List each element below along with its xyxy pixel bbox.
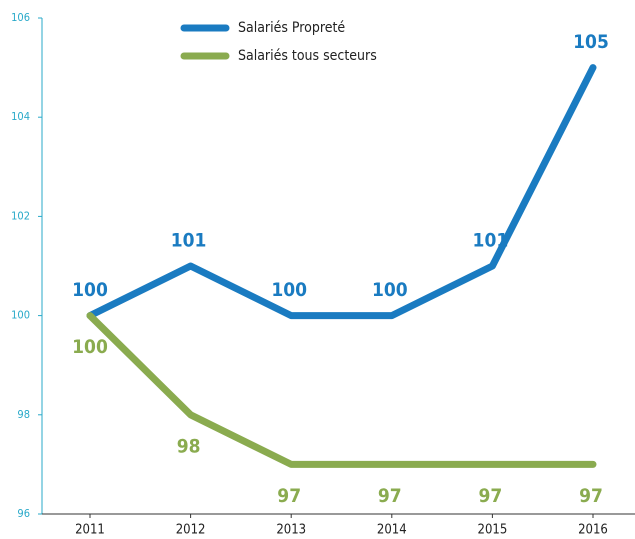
data-label: 100: [271, 279, 307, 301]
y-tick-label: 104: [11, 110, 30, 123]
y-tick-label: 106: [11, 11, 30, 24]
data-label: 105: [573, 31, 609, 53]
data-label: 98: [177, 435, 201, 457]
series-line: [86, 64, 597, 320]
data-label: 100: [72, 336, 108, 358]
data-label: 97: [277, 485, 301, 507]
x-tick-label: 2013: [276, 523, 306, 538]
y-tick-label: 98: [17, 408, 30, 421]
data-label: 97: [378, 485, 402, 507]
data-label: 97: [579, 485, 603, 507]
y-tick-label: 100: [11, 309, 30, 322]
data-label: 101: [473, 230, 509, 252]
legend-label: Salariés Propreté: [238, 20, 345, 36]
y-tick-label: 96: [17, 507, 30, 520]
data-label: 100: [372, 279, 408, 301]
y-tick-label: 102: [11, 209, 30, 222]
x-tick-label: 2015: [478, 523, 508, 538]
x-tick-label: 2012: [176, 523, 206, 538]
x-tick-label: 2016: [578, 523, 608, 538]
data-label: 97: [479, 485, 503, 507]
series-line: [86, 312, 597, 468]
data-label: 100: [72, 279, 108, 301]
x-tick-label: 2014: [377, 523, 407, 538]
legend-label: Salariés tous secteurs: [238, 48, 377, 64]
data-label: 101: [171, 230, 207, 252]
x-tick-label: 2011: [75, 523, 105, 538]
